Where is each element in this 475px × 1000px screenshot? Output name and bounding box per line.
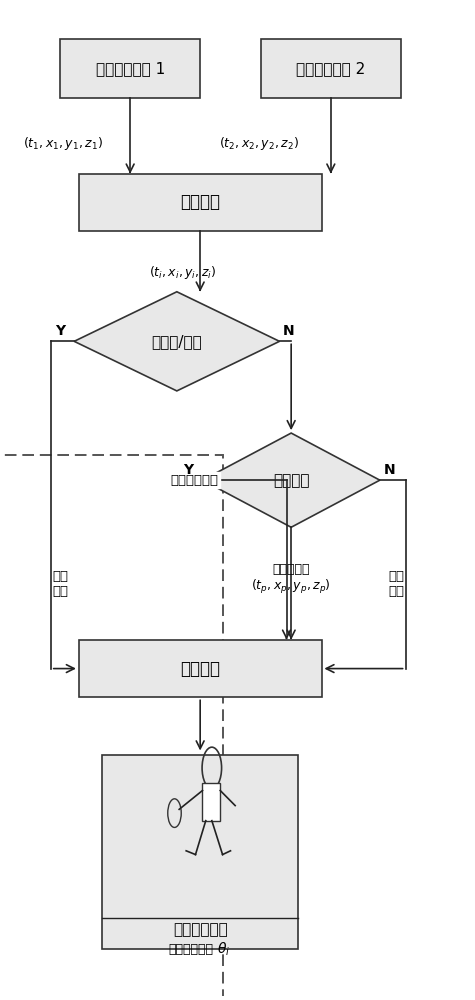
Text: 最佳击球点
$(t_p, x_p, y_p, z_p)$: 最佳击球点 $(t_p, x_p, y_p, z_p)$ [251, 563, 331, 596]
Bar [261, 39, 401, 98]
Polygon shape [202, 433, 380, 527]
Text: 击球区域: 击球区域 [273, 473, 309, 488]
Text: 位置检测模块 2: 位置检测模块 2 [296, 61, 365, 76]
Text: （逆运动学）: （逆运动学） [168, 943, 213, 956]
Text: $(t_1, x_1, y_1, z_1)$: $(t_1, x_1, y_1, z_1)$ [23, 134, 103, 151]
Text: $\theta_i$: $\theta_i$ [217, 941, 230, 958]
Bar [79, 640, 322, 697]
Bar [79, 174, 322, 231]
Text: N: N [383, 463, 395, 477]
Text: $(t_i, x_i, y_i, z_i)$: $(t_i, x_i, y_i, z_i)$ [149, 264, 216, 281]
Text: 赢球
保护: 赢球 保护 [52, 570, 68, 598]
Polygon shape [74, 292, 279, 391]
Text: Y: Y [183, 463, 193, 477]
Text: 通信模块: 通信模块 [180, 660, 220, 678]
Text: 不过网/出界: 不过网/出界 [152, 334, 202, 349]
Bar [202, 783, 220, 821]
Bar [0, 455, 224, 1000]
Text: Y: Y [55, 324, 65, 338]
Text: 输球
保护: 输球 保护 [388, 570, 404, 598]
Text: 轨迹预测: 轨迹预测 [180, 193, 220, 211]
Text: 实时处理模块: 实时处理模块 [171, 474, 219, 487]
Text: 位置检测模块 1: 位置检测模块 1 [95, 61, 165, 76]
Text: N: N [283, 324, 294, 338]
Text: $(t_2, x_2, y_2, z_2)$: $(t_2, x_2, y_2, z_2)$ [219, 134, 299, 151]
Text: 乒乓球机器人: 乒乓球机器人 [173, 922, 228, 937]
Bar [60, 39, 200, 98]
Bar [102, 755, 298, 949]
